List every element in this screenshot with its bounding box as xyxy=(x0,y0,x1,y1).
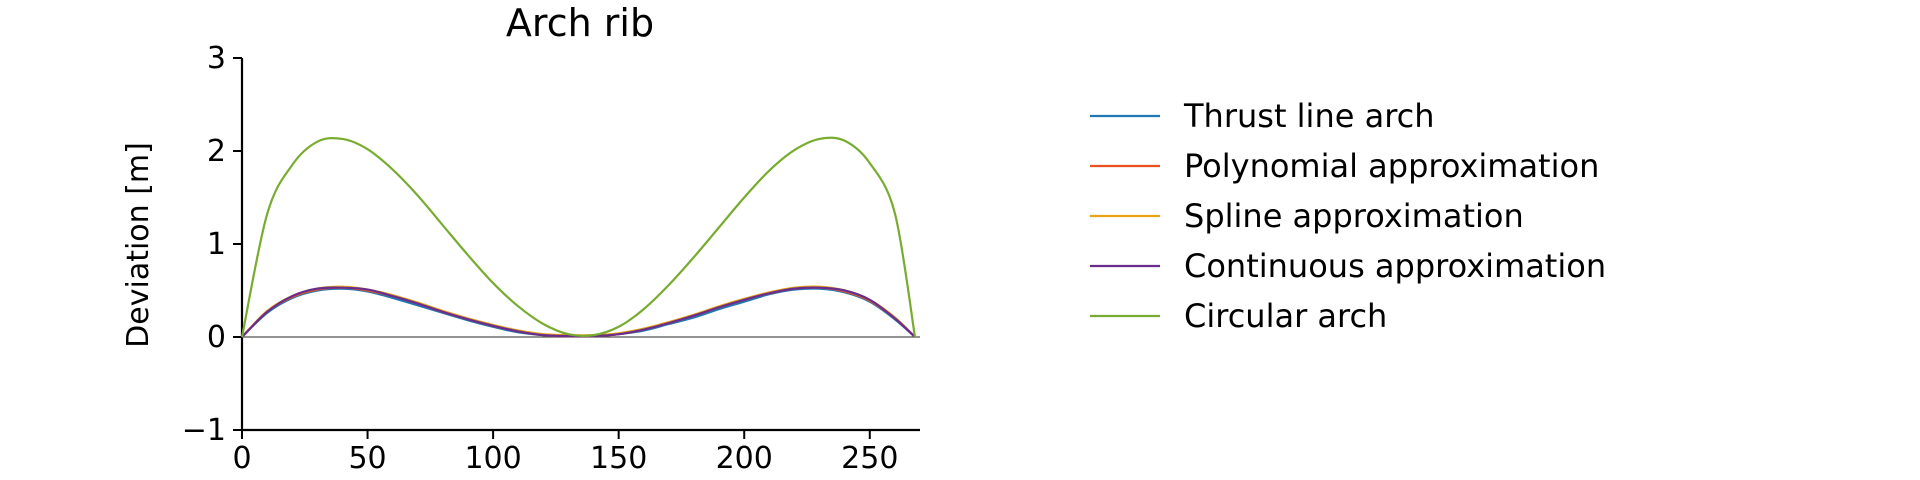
legend-label-polynomial-approximation: Polynomial approximation xyxy=(1184,147,1599,185)
series-line-polynomial-approximation xyxy=(241,286,916,338)
series-line-thrust-line-arch xyxy=(241,287,916,338)
x-tick-label-100: 100 xyxy=(464,441,521,476)
series-line-continuous-approximation xyxy=(241,286,916,338)
x-tick-label-250: 250 xyxy=(841,441,898,476)
legend-label-thrust-line-arch: Thrust line arch xyxy=(1183,97,1435,135)
y-tick-label--1: −1 xyxy=(182,413,226,448)
series-line-circular-arch xyxy=(240,136,917,338)
y-tick-label-0: 0 xyxy=(207,320,226,355)
y-axis-label: Deviation [m] xyxy=(121,142,156,348)
legend-label-circular-arch: Circular arch xyxy=(1184,297,1387,335)
legend: Thrust line arch Polynomial approximation… xyxy=(1090,97,1606,335)
legend-label-spline-approximation: Spline approximation xyxy=(1184,197,1524,235)
series-line-spline-approximation xyxy=(241,285,916,338)
y-tick-label-3: 3 xyxy=(207,41,226,76)
x-tick-label-200: 200 xyxy=(716,441,773,476)
chart-title: Arch rib xyxy=(506,1,654,45)
x-tick-label-0: 0 xyxy=(232,441,251,476)
legend-label-continuous-approximation: Continuous approximation xyxy=(1184,247,1606,285)
x-tick-label-150: 150 xyxy=(590,441,647,476)
x-tick-label-50: 50 xyxy=(348,441,386,476)
y-tick-label-1: 1 xyxy=(207,227,226,262)
y-tick-label-2: 2 xyxy=(207,134,226,169)
